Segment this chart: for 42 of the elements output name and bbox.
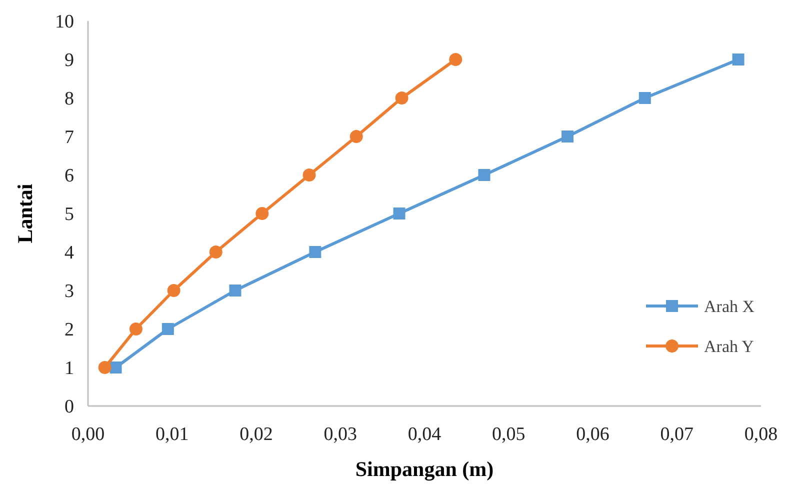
y-tick-label: 3 (64, 281, 74, 302)
point (732, 54, 744, 66)
point (110, 362, 122, 374)
point (129, 322, 142, 336)
x-tick-label: 0,07 (660, 424, 694, 445)
point (350, 130, 363, 143)
y-tick-label: 5 (64, 204, 74, 226)
point (393, 208, 406, 220)
point (309, 246, 322, 258)
point (162, 323, 174, 335)
y-tick-label: 10 (55, 12, 74, 33)
point (478, 169, 490, 181)
x-tick-label: 0,03 (324, 424, 357, 445)
y-tick-label: 7 (64, 127, 74, 148)
point (256, 207, 269, 220)
point (638, 92, 651, 104)
x-tick-label: 0,02 (240, 424, 273, 445)
x-tick-label: 0,01 (156, 424, 189, 445)
point (395, 92, 408, 104)
x-tick-label: 0,08 (744, 424, 778, 445)
y-tick-label: 1 (64, 358, 74, 380)
x-tick-label: 0,05 (492, 424, 526, 445)
y-tick-label: 4 (64, 242, 74, 264)
y-tick-label: 6 (64, 166, 74, 187)
point (167, 284, 180, 297)
point (562, 130, 574, 142)
point (229, 284, 242, 296)
y-tick-label: 9 (64, 50, 74, 72)
point (449, 53, 462, 66)
y-tick-label: 8 (64, 88, 74, 110)
x-tick-label: 0,00 (71, 424, 105, 445)
x-tick-label: 0,06 (576, 424, 610, 445)
point (209, 246, 222, 258)
point (302, 168, 316, 182)
legend-label: Arah X (704, 296, 755, 316)
y-tick-label: 2 (64, 320, 74, 341)
x-axis-title: Simpangan (m) (355, 457, 494, 481)
legend-label: Arah Y (704, 336, 754, 356)
point (98, 361, 112, 374)
y-axis-title: Lantai (13, 184, 37, 244)
x-tick-label: 0,04 (408, 424, 442, 445)
y-tick-label: 0 (64, 396, 74, 418)
